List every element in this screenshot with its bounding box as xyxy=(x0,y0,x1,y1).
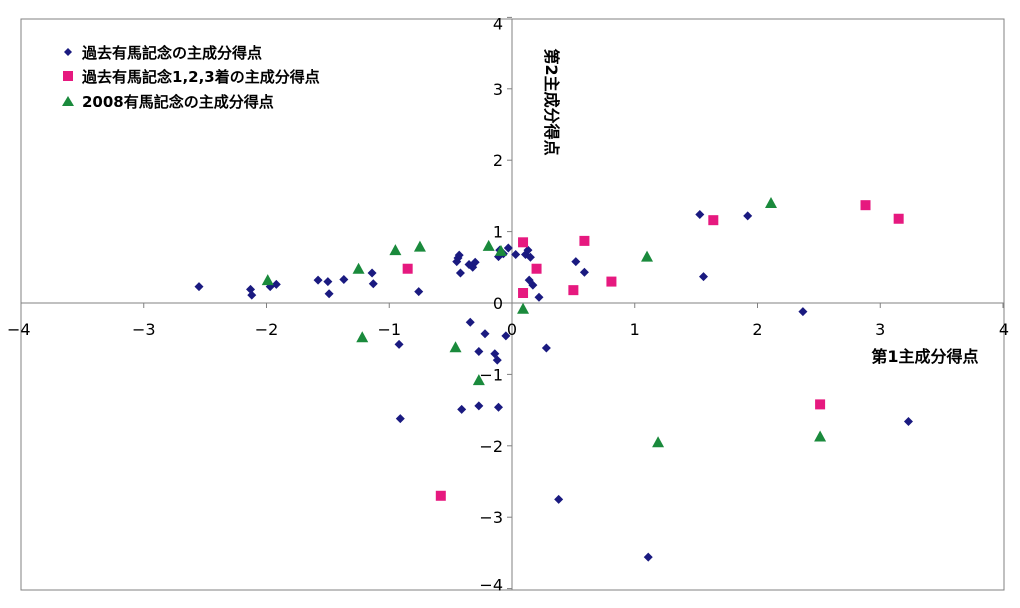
point-top3 xyxy=(518,237,529,248)
point-past xyxy=(528,280,538,290)
point-2008 xyxy=(494,244,507,256)
point-past xyxy=(798,307,808,317)
legend-marker-square xyxy=(63,71,73,81)
legend-marker-diamond xyxy=(64,48,72,56)
point-top3 xyxy=(815,399,826,410)
point-past xyxy=(743,211,753,221)
point-past xyxy=(470,257,480,267)
point-top3 xyxy=(518,288,529,299)
y-axis-label: 第2主成分得点 xyxy=(542,48,561,155)
point-past xyxy=(698,272,708,282)
point-past xyxy=(465,317,475,327)
point-2008 xyxy=(652,436,665,448)
legend-item-top3: 過去有馬記念1,2,3着の主成分得点 xyxy=(63,68,320,86)
point-past xyxy=(554,494,564,504)
point-2008 xyxy=(356,331,369,343)
point-2008 xyxy=(472,374,485,386)
point-past xyxy=(541,343,551,353)
point-past xyxy=(579,267,589,277)
legend-label-top3: 過去有馬記念1,2,3着の主成分得点 xyxy=(81,68,320,86)
point-past xyxy=(454,250,464,260)
y-tick-label: 4 xyxy=(493,14,503,33)
x-tick-label: 2 xyxy=(752,320,762,339)
point-top3 xyxy=(708,215,719,226)
point-past xyxy=(503,243,513,253)
x-tick-label: −1 xyxy=(377,320,401,339)
point-past xyxy=(395,414,405,424)
point-2008 xyxy=(449,341,462,353)
point-past xyxy=(571,257,581,267)
point-past xyxy=(414,287,424,297)
point-top3 xyxy=(606,276,617,287)
y-tick-label: 1 xyxy=(493,223,503,242)
y-tick-label: −4 xyxy=(479,576,503,595)
point-2008 xyxy=(765,197,778,209)
point-past xyxy=(271,279,281,289)
point-past xyxy=(523,245,533,255)
point-past xyxy=(323,277,333,287)
point-past xyxy=(511,249,521,259)
x-tick-label: 3 xyxy=(875,320,885,339)
point-past xyxy=(493,402,503,412)
point-past xyxy=(501,331,511,341)
point-past xyxy=(474,347,484,357)
point-past xyxy=(474,401,484,411)
point-2008 xyxy=(352,262,365,274)
y-tick-label: −3 xyxy=(479,508,503,527)
data-points xyxy=(194,197,913,562)
point-2008 xyxy=(413,240,426,252)
point-top3 xyxy=(860,200,871,211)
point-past xyxy=(368,279,378,289)
point-past xyxy=(324,289,334,299)
point-top3 xyxy=(435,490,446,501)
point-2008 xyxy=(261,274,274,286)
point-top3 xyxy=(531,263,542,274)
tick-labels: −4 −3 −2 −1 0 1 2 3 4 4 3 2 1 0 −1 −2 −3 −4 xyxy=(7,14,1009,594)
legend-marker-triangle xyxy=(62,96,74,106)
y-tick-label: 2 xyxy=(493,151,503,170)
point-past xyxy=(695,209,705,219)
x-tick-label: 4 xyxy=(999,320,1009,339)
point-past xyxy=(480,329,490,339)
point-past xyxy=(455,268,465,278)
legend-label-2008: 2008有馬記念の主成分得点 xyxy=(82,93,274,111)
point-2008 xyxy=(517,302,530,314)
point-2008 xyxy=(641,250,654,262)
point-past xyxy=(525,252,535,262)
point-2008 xyxy=(389,244,402,256)
x-axis-label: 第1主成分得点 xyxy=(871,347,978,366)
x-tick-label: 0 xyxy=(507,320,517,339)
axes xyxy=(20,16,1004,590)
point-past xyxy=(247,290,257,300)
y-tick-label: 0 xyxy=(493,294,503,313)
point-past xyxy=(194,282,204,292)
point-top3 xyxy=(568,285,579,296)
point-top3 xyxy=(402,263,413,274)
point-top3 xyxy=(579,235,590,246)
legend-item-2008: 2008有馬記念の主成分得点 xyxy=(62,93,274,111)
point-past xyxy=(492,355,502,365)
y-tick-label: −2 xyxy=(479,437,503,456)
x-tick-label: −3 xyxy=(132,320,156,339)
x-tick-label: −2 xyxy=(255,320,279,339)
point-past xyxy=(313,275,323,285)
point-past xyxy=(457,404,467,414)
legend-item-past: 過去有馬記念の主成分得点 xyxy=(64,44,262,62)
point-2008 xyxy=(814,430,827,442)
point-2008 xyxy=(482,239,495,251)
x-tick-label: −4 xyxy=(7,320,31,339)
y-tick-label: 3 xyxy=(493,80,503,99)
point-past xyxy=(903,417,913,427)
point-past xyxy=(534,292,544,302)
point-top3 xyxy=(893,213,904,224)
point-past xyxy=(394,339,404,349)
y-tick-label: −1 xyxy=(479,365,503,384)
legend: 過去有馬記念の主成分得点 過去有馬記念1,2,3着の主成分得点 2008有馬記念… xyxy=(62,44,320,111)
x-tick-label: 1 xyxy=(630,320,640,339)
point-past xyxy=(367,268,377,278)
point-past xyxy=(339,274,349,284)
legend-label-past: 過去有馬記念の主成分得点 xyxy=(81,44,262,62)
point-past xyxy=(643,552,653,562)
